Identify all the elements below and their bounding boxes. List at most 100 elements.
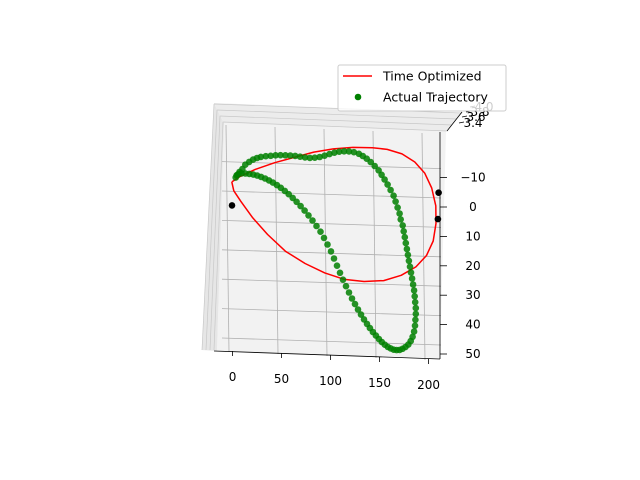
trajectory-point-11	[277, 151, 284, 159]
trajectory-point-57	[412, 310, 420, 318]
trajectory-point-37	[390, 192, 397, 199]
trajectory-point-51	[408, 275, 416, 282]
trajectory-point-92	[317, 228, 324, 235]
trajectory-point-38	[392, 198, 399, 205]
series-scatter-markers	[228, 189, 442, 223]
trajectory-point-16	[301, 154, 309, 161]
black-marker-0	[228, 202, 236, 209]
gridline-y-5	[221, 308, 442, 316]
trajectory-point-24	[340, 148, 348, 155]
black-marker-2	[435, 189, 442, 196]
trajectory-point-13	[287, 152, 294, 159]
trajectory-point-90	[324, 241, 331, 248]
trajectory-point-59	[411, 322, 419, 330]
y-tick-label-5: 40	[465, 318, 480, 332]
trajectory-point-84	[342, 282, 350, 290]
trajectory-point-89	[327, 248, 335, 255]
trajectory-point-31	[371, 162, 379, 170]
gridline-z-left-0	[201, 103, 215, 351]
z-tick-label-1: 3.6	[466, 110, 485, 124]
trajectory-point-34	[381, 176, 388, 183]
trajectory-point-12	[282, 152, 289, 159]
gridline-x-0	[225, 124, 230, 353]
trajectory-point-17	[306, 154, 314, 162]
trajectory-point-88	[330, 255, 338, 262]
gridline-z-top-3	[222, 121, 448, 132]
trajectory-point-95	[305, 212, 312, 219]
axis-lines	[213, 111, 463, 360]
trajectory-point-8	[262, 152, 270, 160]
trajectory-point-49	[406, 263, 414, 271]
legend-swatch-actual-trajectory	[354, 93, 362, 101]
gridlines	[201, 103, 463, 361]
gridline-z-top-1	[216, 109, 458, 120]
trajectory-point-85	[339, 276, 347, 284]
x-tick-label-4: 200	[417, 378, 440, 392]
gridline-y-1	[221, 190, 442, 199]
gridline-z-left-3	[213, 121, 224, 351]
trajectory-point-36	[387, 186, 394, 194]
z-tick-label-0: 3.4	[463, 116, 482, 130]
series-scatter-actual-trajectory	[232, 148, 420, 354]
trajectory-point-18	[311, 154, 319, 161]
gridline-z-left-1	[205, 109, 218, 351]
x-axis-line	[213, 350, 441, 360]
legend-label-actual-trajectory: Actual Trajectory	[383, 90, 488, 105]
x-tick-label-3: 150	[368, 376, 391, 390]
trajectory-point-91	[320, 234, 328, 242]
trajectory-point-14	[291, 152, 299, 160]
trajectory-point-43	[400, 228, 408, 235]
trajectory-point-41	[397, 216, 405, 223]
gridline-x-1	[274, 126, 279, 355]
trajectory-point-45	[402, 239, 410, 247]
left-pane	[202, 103, 224, 351]
trajectory-point-79	[357, 311, 365, 318]
trajectory-point-58	[412, 316, 419, 324]
trajectory-point-55	[411, 298, 419, 306]
trajectory-point-93	[313, 222, 320, 230]
gridline-y-6	[221, 337, 442, 346]
legend-label-time-optimized: Time Optimized	[382, 69, 482, 84]
trajectory-point-44	[401, 233, 409, 241]
trajectory-point-115	[232, 174, 239, 181]
trajectory-point-26	[350, 148, 358, 156]
trajectory-point-15	[296, 153, 304, 160]
z-axis-line	[446, 111, 463, 132]
legend-box	[337, 64, 507, 112]
gridline-z-top-2	[219, 115, 453, 126]
plot-series	[228, 146, 442, 354]
y-tick-label-6: 50	[465, 347, 480, 361]
trajectory-point-54	[411, 293, 419, 300]
y-tick-label-2: 10	[465, 229, 480, 243]
trajectory-point-9	[267, 152, 275, 160]
trajectory-point-56	[412, 304, 420, 312]
legend: Time Optimized Actual Trajectory	[337, 64, 507, 112]
trajectory-point-25	[345, 148, 353, 155]
trajectory-point-83	[345, 289, 353, 296]
trajectory-point-33	[378, 171, 385, 179]
x-tick-label-2: 100	[319, 374, 342, 388]
x-axis-ticks: 0 50 100 150 200	[229, 351, 440, 392]
z-tick-mark-1	[461, 115, 468, 118]
trajectory-point-78	[360, 316, 368, 323]
x-tick-label-0: 0	[229, 370, 237, 384]
trajectory-point-35	[384, 181, 391, 188]
trajectory-point-60	[410, 328, 418, 335]
trajectory-point-53	[410, 287, 418, 294]
trajectory-point-80	[354, 306, 362, 313]
x-tick-label-1: 50	[274, 372, 289, 386]
gridline-z-left-2	[209, 115, 221, 351]
trajectory-point-48	[405, 257, 413, 265]
y-tick-label-1: 0	[469, 200, 477, 214]
trajectory-point-7	[257, 153, 265, 161]
gridline-y-4	[221, 278, 442, 287]
z-tick-mark-0	[458, 121, 465, 124]
gridline-y-0	[221, 161, 442, 169]
trajectory-point-82	[348, 295, 356, 302]
y-tick-label-3: 20	[465, 259, 480, 273]
y-tick-label-0: −10	[460, 171, 485, 185]
trajectory-point-40	[396, 210, 403, 217]
trajectory-point-47	[404, 251, 412, 259]
series-line-time-optimized	[231, 146, 437, 283]
